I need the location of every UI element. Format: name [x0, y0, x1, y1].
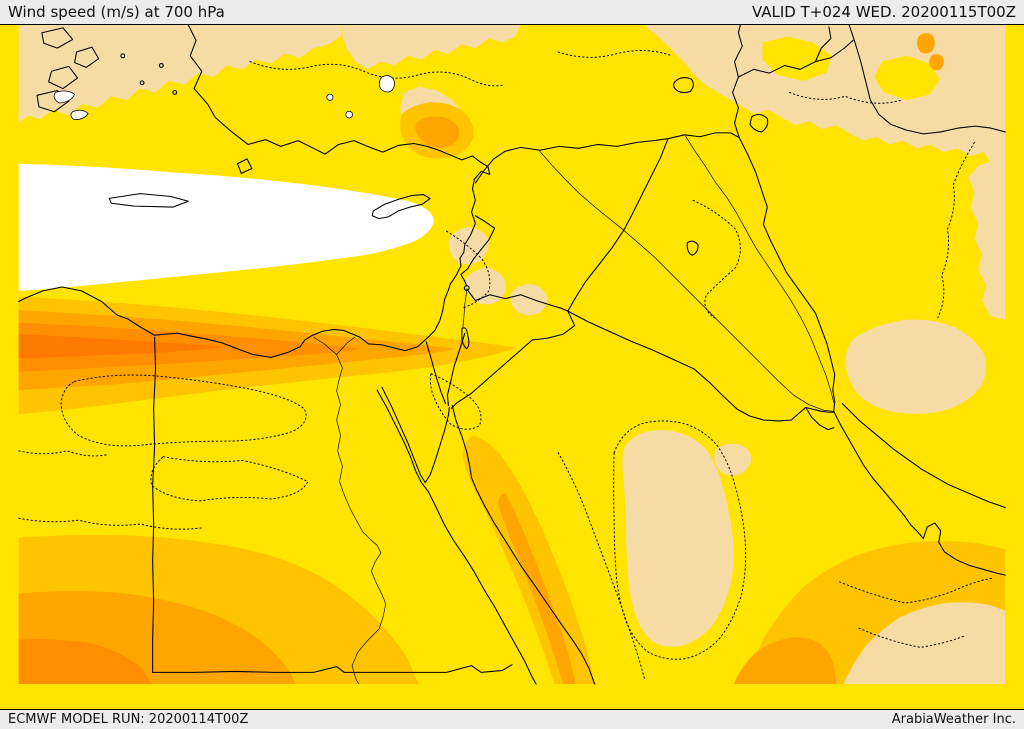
river-layer [313, 135, 835, 685]
weather-map-svg [18, 25, 1006, 685]
border-layer [152, 25, 854, 673]
coastline-layer [18, 25, 1006, 685]
weather-map [0, 25, 1024, 709]
header-bar: Wind speed (m/s) at 700 hPa VALID T+024 … [0, 0, 1024, 25]
map-title: Wind speed (m/s) at 700 hPa [8, 3, 225, 21]
footer-bar: ECMWF MODEL RUN: 20200114T00Z ArabiaWeat… [0, 709, 1024, 729]
model-run-label: ECMWF MODEL RUN: 20200114T00Z [8, 712, 249, 727]
wind-fill-layer [18, 25, 1006, 684]
contour-line-layer [18, 50, 995, 681]
brand-label: ArabiaWeather Inc. [891, 712, 1016, 727]
valid-time-label: VALID T+024 WED. 20200115T00Z [751, 3, 1016, 21]
